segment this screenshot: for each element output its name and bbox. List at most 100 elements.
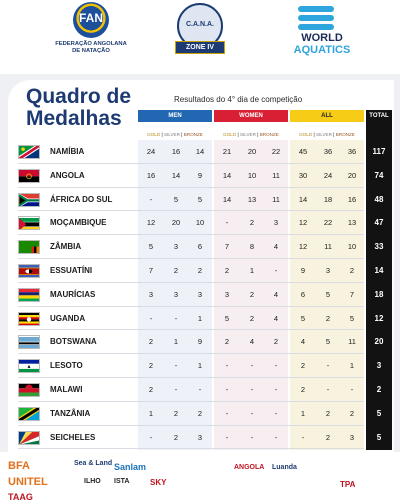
women-bronze-cell: - (274, 361, 278, 371)
women-silver-cell: 8 (249, 242, 255, 252)
men-bronze-cell: - (198, 384, 202, 394)
total-column-bg (366, 110, 392, 450)
women-gold-cell: 3 (224, 289, 230, 299)
total-cell: 117 (372, 147, 386, 156)
all-bronze-cell: 10 (347, 242, 357, 252)
men-silver-cell: 2 (173, 432, 179, 442)
table-row: TANZÂNIA 1 2 2 - - - 1 2 2 5 (8, 402, 394, 426)
women-gold-cell: - (225, 218, 229, 228)
all-gold-cell: 12 (298, 218, 308, 228)
sponsor-logo: ILHO (84, 478, 101, 485)
women-silver-cell: 20 (247, 147, 257, 156)
women-silver-cell: - (250, 408, 254, 418)
total-cell: 20 (374, 337, 384, 347)
men-silver-cell: - (174, 361, 178, 371)
women-gold-cell: 2 (224, 337, 230, 347)
row-divider (18, 448, 364, 450)
all-gold-cell: 4 (300, 337, 306, 347)
men-silver-cell: 2 (173, 408, 179, 418)
women-subheader: GOLD | SILVER | BRONZE (223, 132, 279, 137)
men-bronze-cell: 1 (197, 313, 203, 323)
men-gold-cell: 24 (146, 147, 156, 156)
table-row: MAURÍCIAS 3 3 3 3 2 4 6 5 7 18 (8, 283, 394, 307)
total-cell: 5 (376, 408, 382, 418)
country-name: NAMÍBIA (50, 147, 85, 156)
all-silver-cell: 2 (325, 432, 331, 442)
all-bronze-cell: 1 (349, 361, 355, 371)
world-aquatics-logo: WORLD AQUATICS (282, 2, 362, 56)
row-divider (18, 210, 364, 212)
country-name: MALAWI (50, 384, 83, 394)
country-name: MOÇAMBIQUE (50, 218, 107, 228)
all-silver-cell: 36 (323, 147, 333, 156)
men-bronze-cell: 14 (195, 147, 205, 156)
all-bronze-cell: 2 (349, 265, 355, 275)
men-bronze-cell: 3 (197, 432, 203, 442)
row-divider (18, 234, 364, 236)
all-column-bg (290, 140, 364, 450)
women-bronze-cell: - (274, 384, 278, 394)
south-africa-flag-icon (18, 192, 40, 207)
sponsors-footer: BFA UNITEL TAAG Sea & Land Sanlam ILHO ISTA SKY… (0, 452, 400, 500)
women-bronze-cell: - (274, 408, 278, 418)
men-bronze-cell: 6 (197, 242, 203, 252)
medal-table-card: Quadro de Medalhas Resultados do 4° dia … (8, 80, 394, 452)
eswatini-flag-icon (18, 263, 40, 278)
country-name: TANZÂNIA (50, 408, 91, 418)
women-gold-cell: 2 (224, 265, 230, 275)
table-row: UGANDA - - 1 5 2 4 5 2 5 12 (8, 307, 394, 331)
men-silver-cell: - (174, 384, 178, 394)
botswana-flag-icon (18, 335, 40, 350)
uganda-flag-icon (18, 311, 40, 326)
country-name: ZÂMBIA (50, 242, 82, 252)
sponsor-logo: TAAG (8, 492, 33, 500)
women-gold-cell: - (225, 384, 229, 394)
women-silver-cell: - (250, 361, 254, 371)
fan-emblem-icon: FAN (73, 2, 109, 38)
women-gold-cell: 5 (224, 313, 230, 323)
women-gold-cell: 7 (224, 242, 230, 252)
men-gold-cell: 1 (148, 408, 154, 418)
all-silver-cell: 3 (325, 265, 331, 275)
all-silver-cell: - (326, 384, 330, 394)
all-silver-cell: - (326, 361, 330, 371)
women-silver-cell: 1 (249, 265, 255, 275)
country-name: ESSUATÍNI (50, 265, 93, 275)
women-silver-cell: 10 (247, 170, 257, 180)
men-silver-cell: 2 (173, 265, 179, 275)
men-subheader: GOLD | SILVER | BRONZE (147, 132, 203, 137)
all-silver-cell: 5 (325, 337, 331, 347)
all-bronze-cell: 2 (349, 408, 355, 418)
all-silver-cell: 5 (325, 289, 331, 299)
sponsor-logo: SKY (150, 478, 167, 487)
all-silver-cell: 11 (324, 242, 332, 252)
row-divider (18, 281, 364, 283)
table-row: LESOTO 2 - 1 - - - 2 - 1 3 (8, 354, 394, 378)
men-bronze-cell: 2 (197, 408, 203, 418)
all-silver-cell: 2 (325, 313, 331, 323)
women-bronze-cell: 22 (271, 147, 281, 156)
row-divider (18, 376, 364, 378)
all-gold-cell: 1 (300, 408, 306, 418)
sponsor-logo: BFA (8, 460, 30, 472)
men-silver-cell: 3 (173, 289, 179, 299)
all-bronze-cell: 5 (349, 313, 355, 323)
cana-zone-logo: C.A.N.A. ZONE IV (170, 3, 230, 67)
row-divider (18, 186, 364, 188)
mauritius-flag-icon (18, 287, 40, 302)
namibia-flag-icon (18, 145, 40, 159)
sponsor-logo: ISTA (114, 478, 130, 485)
sponsor-logo: TPA (340, 480, 356, 489)
country-name: LESOTO (50, 361, 83, 371)
country-name: SEICHELES (50, 432, 96, 442)
header: FAN FEDERAÇÃO ANGOLANA DE NATAÇÃO C.A.N.… (0, 0, 400, 74)
table-row: ZÂMBIA 5 3 6 7 8 4 12 11 10 33 (8, 235, 394, 259)
all-bronze-cell: 20 (347, 170, 357, 180)
total-cell: 14 (374, 265, 384, 275)
men-gold-cell: 2 (148, 384, 154, 394)
men-bronze-cell: 2 (197, 265, 203, 275)
men-silver-cell: 1 (173, 337, 179, 347)
men-silver-cell: 16 (171, 147, 181, 156)
all-gold-cell: 5 (300, 313, 306, 323)
table-row: ÁFRICA DO SUL - 5 5 14 13 11 14 18 16 48 (8, 188, 394, 212)
